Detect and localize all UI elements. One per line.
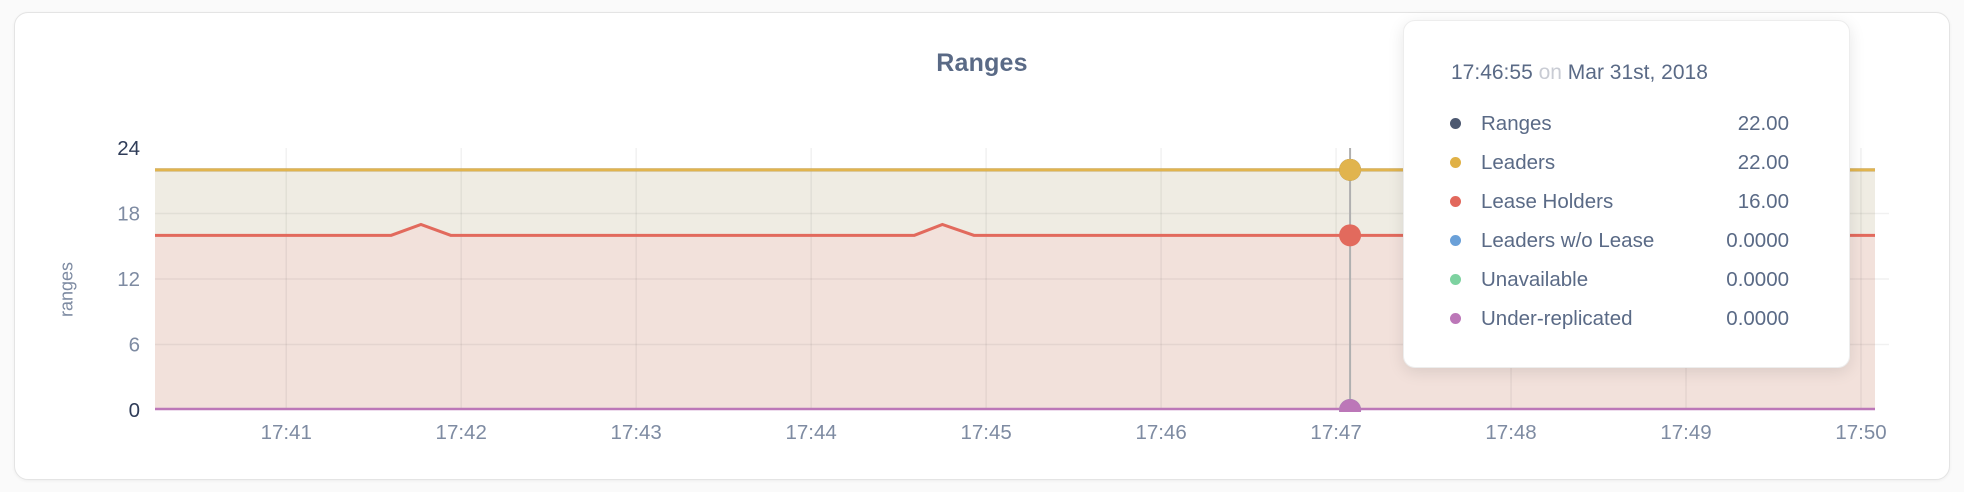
series-label: Lease Holders (1481, 189, 1614, 213)
x-axis-tick-label: 17:41 (261, 421, 312, 444)
tooltip-series-row: Lease Holders 16.00 (1404, 182, 1849, 221)
tooltip-rows: Ranges 22.00 Leaders 22.00 Lease Holders 16.0… (1404, 104, 1849, 338)
x-axis-tick-label: 17:44 (785, 421, 836, 444)
tooltip-series-row: Ranges 22.00 (1404, 104, 1849, 143)
series-label: Ranges (1481, 111, 1552, 135)
series-value: 22.00 (1737, 150, 1789, 174)
series-line-lease-holders (155, 222, 1875, 237)
series-value: 16.00 (1737, 189, 1789, 213)
series-color-dot (1450, 313, 1461, 324)
series-label: Leaders (1481, 150, 1556, 174)
x-axis-tick-label: 17:46 (1135, 421, 1186, 444)
series-color-dot (1450, 118, 1461, 129)
hover-dot-leaders (1339, 158, 1362, 181)
x-axis-tick-label: 17:48 (1485, 421, 1536, 444)
tooltip-series-row: Leaders w/o Lease 0.0000 (1404, 221, 1849, 260)
series-value: 0.0000 (1726, 267, 1789, 291)
hover-dot-lease-holders (1339, 224, 1362, 247)
series-color-dot (1450, 196, 1461, 207)
hover-tooltip: 17:46:55 on Mar 31st, 2018 Ranges 22.00 Le… (1403, 20, 1850, 368)
y-axis-tick-label: 6 (129, 334, 140, 357)
x-axis-tick-label: 17:49 (1660, 421, 1711, 444)
series-value: 0.0000 (1726, 228, 1789, 252)
x-axis-tick-label: 17:42 (436, 421, 487, 444)
y-axis-tick-label: 0 (129, 399, 140, 422)
x-axis-tick-label: 17:45 (960, 421, 1011, 444)
tooltip-header: 17:46:55 on Mar 31st, 2018 (1451, 61, 1819, 85)
tooltip-time: 17:46:55 (1451, 61, 1533, 84)
hover-dot-under-replicated (1339, 399, 1362, 412)
tooltip-series-row: Unavailable 0.0000 (1404, 260, 1849, 299)
y-axis-tick-label: 18 (117, 203, 140, 226)
chart-title: Ranges (936, 49, 1028, 77)
series-color-dot (1450, 157, 1461, 168)
tooltip-date: Mar 31st, 2018 (1567, 61, 1708, 84)
tooltip-series-row: Under-replicated 0.0000 (1404, 299, 1849, 338)
x-axis-tick-label: 17:47 (1310, 421, 1361, 444)
x-axis-tick-label: 17:50 (1835, 421, 1886, 444)
tooltip-series-row: Leaders 22.00 (1404, 143, 1849, 182)
hover-dots (1339, 158, 1362, 412)
series-label: Under-replicated (1481, 306, 1633, 330)
series-value: 22.00 (1737, 111, 1789, 135)
series-label: Leaders w/o Lease (1481, 228, 1655, 252)
tooltip-on-word: on (1538, 61, 1562, 84)
series-color-dot (1450, 274, 1461, 285)
series-label: Unavailable (1481, 267, 1589, 291)
series-value: 0.0000 (1726, 306, 1789, 330)
x-axis-tick-label: 17:43 (611, 421, 662, 444)
y-axis-tick-label: 12 (117, 268, 140, 291)
series-color-dot (1450, 235, 1461, 246)
y-axis-tick-label: 24 (117, 137, 140, 160)
